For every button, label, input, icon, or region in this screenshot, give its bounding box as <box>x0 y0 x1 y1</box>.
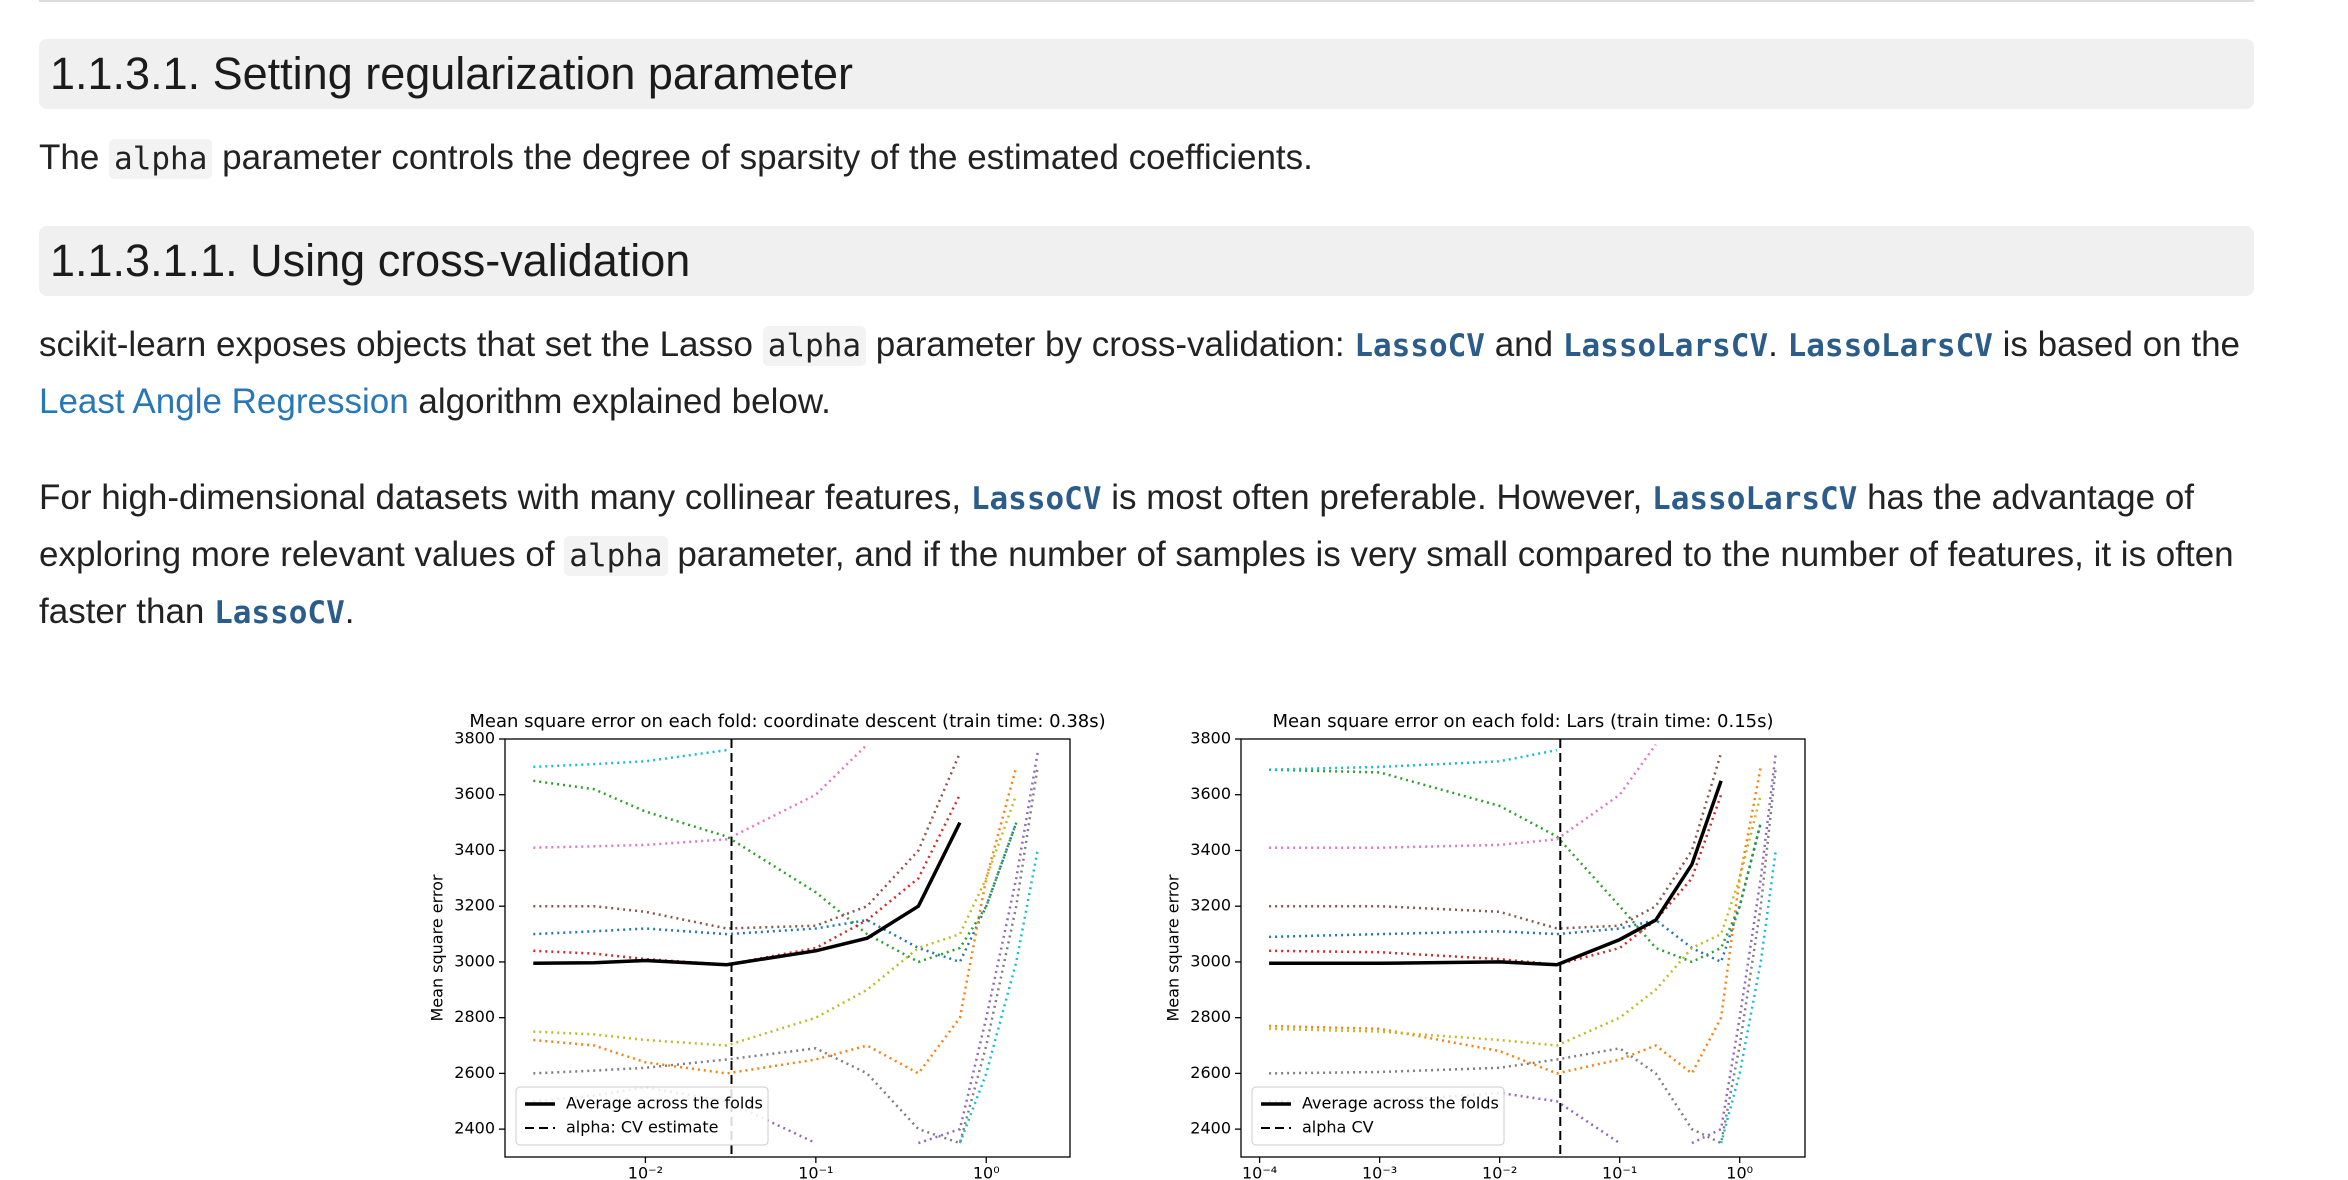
fold-line <box>1269 794 1723 966</box>
y-tick-label: 3600 <box>454 784 495 803</box>
legend-label: alpha: CV estimate <box>566 1118 718 1137</box>
axes-frame <box>504 738 1071 1158</box>
fold-line <box>533 748 1039 1144</box>
y-tick-label: 3800 <box>1190 729 1231 748</box>
x-tick-label: 10⁻² <box>628 1164 663 1180</box>
y-tick-label: 3200 <box>454 896 495 915</box>
legend-label: Average across the folds <box>566 1094 763 1113</box>
text: The <box>39 138 110 177</box>
section-heading: 1.1.3.1.1. Using cross-validation <box>39 226 2254 296</box>
text: parameter, and if the number of samples … <box>39 535 2234 631</box>
text: For high-dimensional datasets with many … <box>39 478 971 517</box>
average-line <box>533 821 962 967</box>
api-reference[interactable]: LassoLarsCV <box>1562 328 1769 364</box>
chart: Mean square error on each fold: Lars (tr… <box>1164 711 1806 1180</box>
fold-line <box>1269 768 1763 964</box>
y-axis-label: Mean square error <box>1164 874 1183 1021</box>
fold-line <box>1269 766 1778 1145</box>
fold-line <box>533 766 1018 1076</box>
text: is most often preferable. However, <box>1101 478 1653 517</box>
api-reference[interactable]: LassoLarsCV <box>1787 328 1993 364</box>
link[interactable]: Least Angle Regression <box>39 382 409 421</box>
y-tick-label: 3000 <box>1190 951 1231 970</box>
axes-frame <box>1240 738 1806 1158</box>
legend-box <box>1251 1086 1505 1146</box>
x-tick-label: 10⁻¹ <box>1602 1164 1637 1180</box>
y-tick-label: 2800 <box>454 1007 495 1026</box>
legend-box <box>515 1086 769 1146</box>
chart-title: Mean square error on each fold: coordina… <box>469 711 1105 732</box>
fold-line <box>1269 822 1763 964</box>
fold-line <box>1269 752 1778 1145</box>
y-tick-label: 3000 <box>454 951 495 970</box>
text: algorithm explained below. <box>408 382 831 421</box>
y-tick-label: 3800 <box>454 729 495 748</box>
fold-line <box>533 743 868 849</box>
api-reference[interactable]: LassoCV <box>970 481 1102 517</box>
fold-line <box>1269 766 1763 1076</box>
fold-line <box>533 752 962 930</box>
inline-code: alpha <box>109 139 213 179</box>
x-tick-label: 10⁻³ <box>1362 1164 1397 1180</box>
text: and <box>1484 325 1563 364</box>
text: . <box>344 592 355 631</box>
text: parameter controls the degree of sparsit… <box>212 138 1313 177</box>
top-rule <box>39 0 2254 2</box>
api-reference[interactable]: LassoLarsCV <box>1652 481 1858 517</box>
fold-line <box>533 752 1039 1145</box>
x-tick-label: 10⁰ <box>1726 1164 1753 1180</box>
y-tick-label: 2600 <box>1190 1063 1231 1082</box>
api-reference[interactable]: LassoCV <box>1354 328 1485 364</box>
text: parameter by cross-validation: <box>866 325 1355 364</box>
y-tick-label: 2400 <box>454 1119 495 1138</box>
fold-line <box>533 779 1018 964</box>
api-reference[interactable]: LassoCV <box>214 595 345 631</box>
x-tick-label: 10⁻¹ <box>798 1164 833 1180</box>
fold-line <box>533 822 1018 964</box>
paragraph: For high-dimensional datasets with many … <box>39 470 2254 641</box>
average-line <box>1269 780 1723 967</box>
y-tick-label: 3600 <box>1190 784 1231 803</box>
document: 1.1.3.1. Setting regularization paramete… <box>39 39 2254 641</box>
text: scikit-learn exposes objects that set th… <box>39 325 763 364</box>
fold-line <box>533 794 962 966</box>
y-tick-label: 2400 <box>1190 1119 1231 1138</box>
x-tick-label: 10⁻⁴ <box>1242 1164 1277 1180</box>
y-tick-label: 2800 <box>1190 1007 1231 1026</box>
y-tick-label: 3400 <box>454 840 495 859</box>
text: . <box>1768 325 1788 364</box>
y-tick-label: 3200 <box>1190 896 1231 915</box>
paragraph: The alpha parameter controls the degree … <box>39 130 2254 187</box>
y-tick-label: 3400 <box>1190 840 1231 859</box>
y-tick-label: 2600 <box>454 1063 495 1082</box>
y-axis-label: Mean square error <box>428 874 447 1021</box>
x-tick-label: 10⁻² <box>1482 1164 1517 1180</box>
legend-label: Average across the folds <box>1302 1094 1499 1113</box>
section-heading: 1.1.3.1. Setting regularization paramete… <box>39 39 2254 109</box>
text: has the advantage of exploring more rele… <box>39 478 2195 574</box>
chart-title: Mean square error on each fold: Lars (tr… <box>1272 711 1773 732</box>
fold-line <box>1269 748 1778 1144</box>
fold-line <box>1269 794 1763 1047</box>
text: is based on the <box>1992 325 2241 364</box>
legend-label: alpha CV <box>1302 1118 1374 1137</box>
inline-code: alpha <box>762 326 867 366</box>
fold-line <box>1269 743 1657 849</box>
inline-code: alpha <box>564 536 668 576</box>
fold-line <box>533 794 1018 1047</box>
paragraph: scikit-learn exposes objects that set th… <box>39 317 2254 430</box>
fold-line <box>1269 752 1723 930</box>
x-tick-label: 10⁰ <box>973 1164 1000 1180</box>
chart: Mean square error on each fold: coordina… <box>428 711 1106 1180</box>
